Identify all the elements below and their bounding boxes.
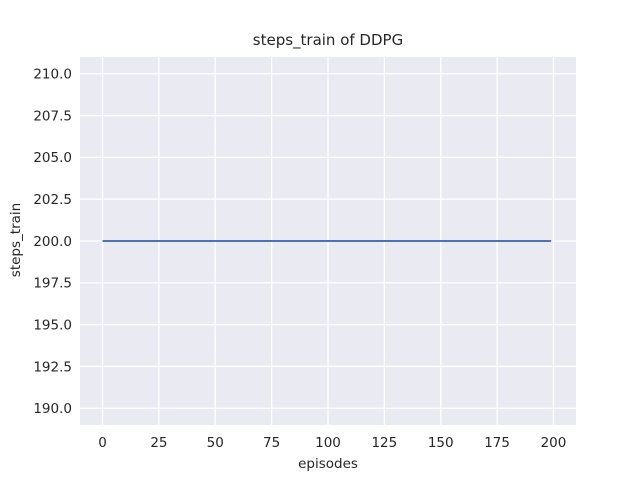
y-tick-label: 200.0 <box>33 234 72 250</box>
y-tick-label: 210.0 <box>33 67 72 83</box>
y-tick-label: 207.5 <box>33 108 72 124</box>
y-tick-label: 192.5 <box>33 359 72 375</box>
x-tick-label: 125 <box>371 435 397 451</box>
y-tick-labels: 190.0 192.5 195.0 197.5 200.0 202.5 205.0 207.5… <box>33 67 72 418</box>
x-tick-labels: 0 25 50 75 100 125 150 175 200 <box>98 435 566 451</box>
x-tick-label: 150 <box>428 435 454 451</box>
y-tick-label: 190.0 <box>33 401 72 417</box>
x-axis-label: episodes <box>298 456 358 472</box>
x-tick-label: 0 <box>98 435 107 451</box>
y-tick-label: 197.5 <box>33 276 72 292</box>
y-tick-label: 205.0 <box>33 150 72 166</box>
chart-title: steps_train of DDPG <box>252 31 404 49</box>
x-tick-label: 25 <box>150 435 167 451</box>
x-tick-label: 175 <box>484 435 510 451</box>
y-tick-label: 202.5 <box>33 192 72 208</box>
x-tick-label: 100 <box>315 435 341 451</box>
y-axis-label: steps_train <box>8 202 24 278</box>
y-tick-label: 195.0 <box>33 317 72 333</box>
x-tick-label: 50 <box>207 435 224 451</box>
x-tick-label: 200 <box>541 435 567 451</box>
x-tick-label: 75 <box>263 435 280 451</box>
